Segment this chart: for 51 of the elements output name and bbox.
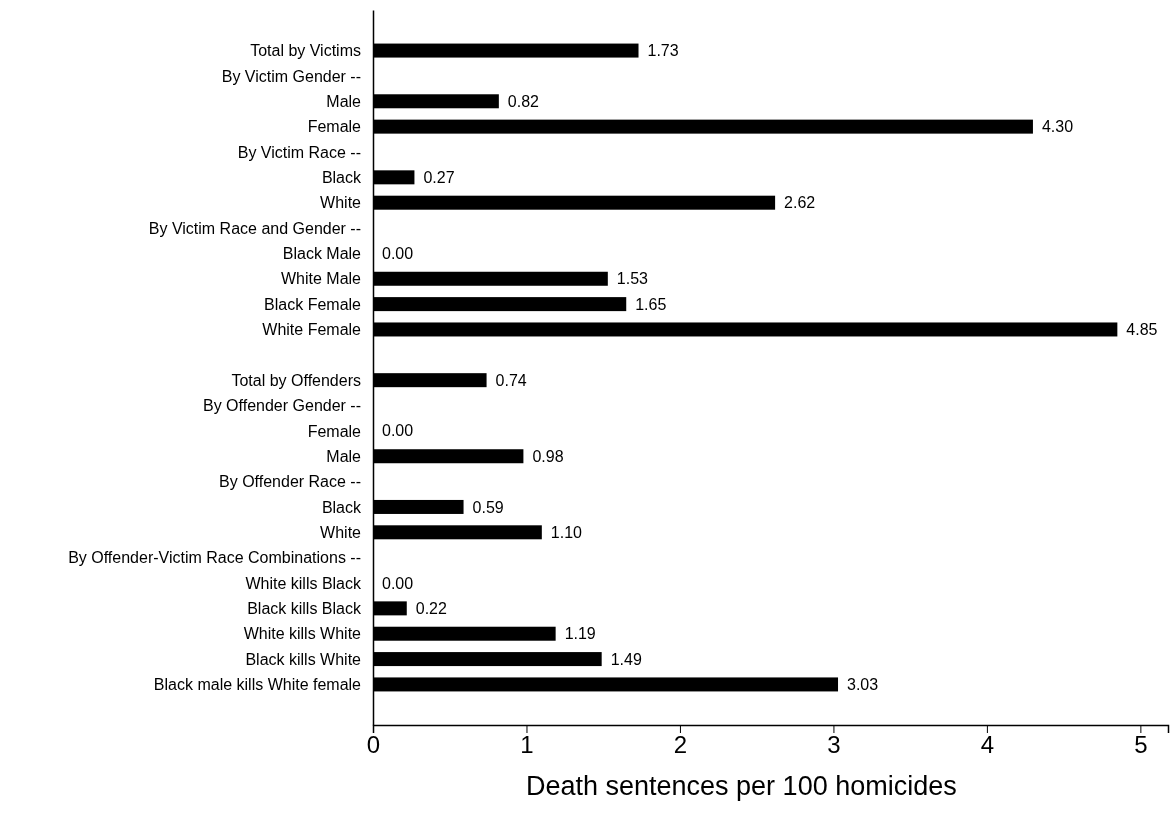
data-label: 1.53 <box>616 270 649 288</box>
y-tick-label: White Male <box>280 270 362 288</box>
y-tick-label: By Offender Gender -- <box>203 397 361 415</box>
y-tick-label: White <box>320 523 362 541</box>
y-tick-label: Black kills White <box>245 650 362 668</box>
x-tick-label: 3 <box>827 731 841 759</box>
y-tick-label: White kills Black <box>245 574 362 592</box>
y-tick-label: White Female <box>262 321 362 339</box>
y-tick-label: Male <box>326 447 362 465</box>
data-label: 1.19 <box>564 625 596 643</box>
y-tick-label: White <box>320 194 362 212</box>
y-tick-label: Female <box>307 422 362 440</box>
x-tick-label: 0 <box>366 731 381 759</box>
y-tick-label: Female <box>307 118 362 136</box>
data-label: 0.00 <box>382 422 414 440</box>
data-label: 1.73 <box>647 42 679 60</box>
data-label: 0.27 <box>423 168 455 186</box>
data-label: 4.30 <box>1041 118 1074 136</box>
x-tick-label: 4 <box>980 731 995 759</box>
data-label: 0.22 <box>415 599 448 617</box>
data-label: 0.82 <box>507 92 540 110</box>
data-label: 2.62 <box>784 194 816 212</box>
data-label: 0.00 <box>382 245 414 262</box>
y-tick-label: Black Female <box>264 295 362 313</box>
data-label: 3.03 <box>847 676 879 694</box>
data-label: 0.74 <box>495 371 527 389</box>
y-tick-label: Black kills Black <box>247 599 362 617</box>
data-label: 1.10 <box>550 523 583 541</box>
data-label: 4.85 <box>1126 321 1158 339</box>
data-label: 0.98 <box>532 447 564 465</box>
x-tick-label: 1 <box>520 731 534 759</box>
y-tick-label: Black male kills White female <box>153 676 362 694</box>
y-tick-label: By Victim Gender -- <box>221 67 361 85</box>
y-tick-label: Black <box>321 498 362 516</box>
data-label: 1.49 <box>610 650 642 668</box>
y-tick-label: White kills White <box>243 625 362 643</box>
x-tick-label: 2 <box>673 731 688 759</box>
y-tick-label: By Victim Race and Gender -- <box>148 219 361 237</box>
y-tick-label: Black Male <box>282 245 362 263</box>
data-label: 1.65 <box>635 295 667 313</box>
x-tick-label: 5 <box>1134 731 1148 759</box>
y-tick-label: Total by Offenders <box>231 371 361 389</box>
y-tick-label: By Victim Race -- <box>237 143 361 161</box>
y-tick-label: Male <box>326 92 362 110</box>
y-tick-label: By Offender Race -- <box>219 473 361 491</box>
y-tick-label: Total by Victims <box>250 42 361 60</box>
x-axis-title: Death sentences per 100 homicides <box>525 771 957 801</box>
data-label: 0.59 <box>472 498 504 516</box>
data-label: 0.00 <box>382 574 414 592</box>
y-tick-label: Black <box>321 168 362 186</box>
y-tick-label: By Offender-Victim Race Combinations -- <box>68 549 361 567</box>
